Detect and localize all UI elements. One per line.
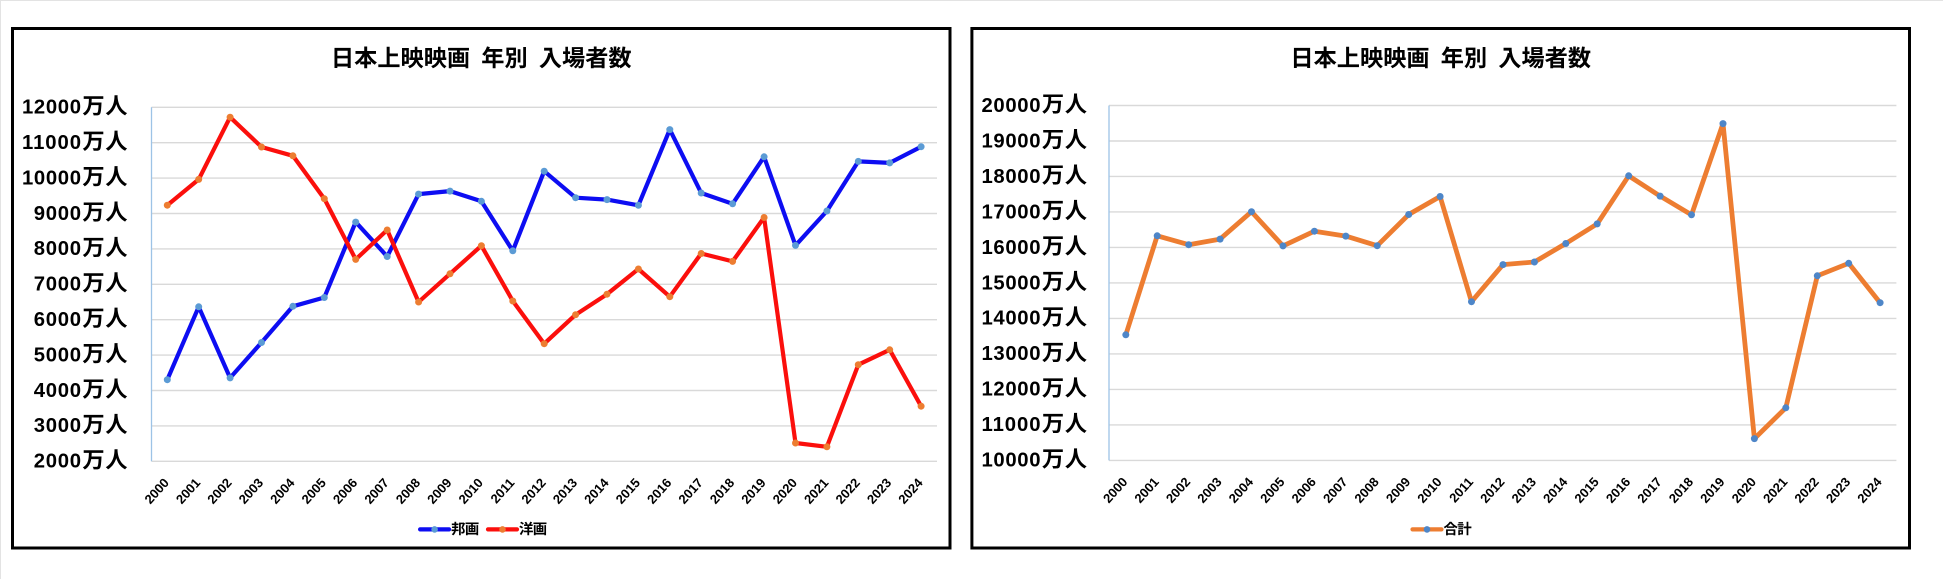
- svg-text:11000: 11000: [22, 132, 81, 154]
- svg-text:7000: 7000: [34, 274, 81, 296]
- svg-text:16000: 16000: [982, 237, 1041, 259]
- svg-text:4000: 4000: [34, 380, 81, 402]
- svg-text:17000: 17000: [982, 201, 1041, 223]
- svg-text:5000: 5000: [34, 344, 81, 366]
- svg-text:2000: 2000: [34, 451, 81, 473]
- svg-text:6000: 6000: [34, 309, 81, 331]
- svg-text:19000: 19000: [982, 130, 1041, 152]
- svg-text:9000: 9000: [34, 203, 81, 225]
- svg-text:15000: 15000: [982, 272, 1041, 294]
- svg-text:11000: 11000: [982, 414, 1041, 436]
- svg-text:18000: 18000: [982, 166, 1041, 188]
- svg-text:14000: 14000: [982, 308, 1041, 330]
- svg-text:3000: 3000: [34, 415, 81, 437]
- svg-text:10000: 10000: [22, 167, 81, 189]
- svg-text:8000: 8000: [34, 238, 81, 260]
- svg-text:10000: 10000: [982, 450, 1041, 472]
- svg-text:13000: 13000: [982, 343, 1041, 365]
- svg-text:12000: 12000: [22, 97, 81, 119]
- svg-text:12000: 12000: [982, 379, 1041, 401]
- svg-text:20000: 20000: [982, 95, 1041, 117]
